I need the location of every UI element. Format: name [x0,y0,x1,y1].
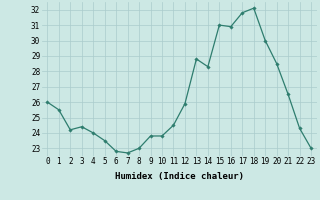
X-axis label: Humidex (Indice chaleur): Humidex (Indice chaleur) [115,172,244,181]
